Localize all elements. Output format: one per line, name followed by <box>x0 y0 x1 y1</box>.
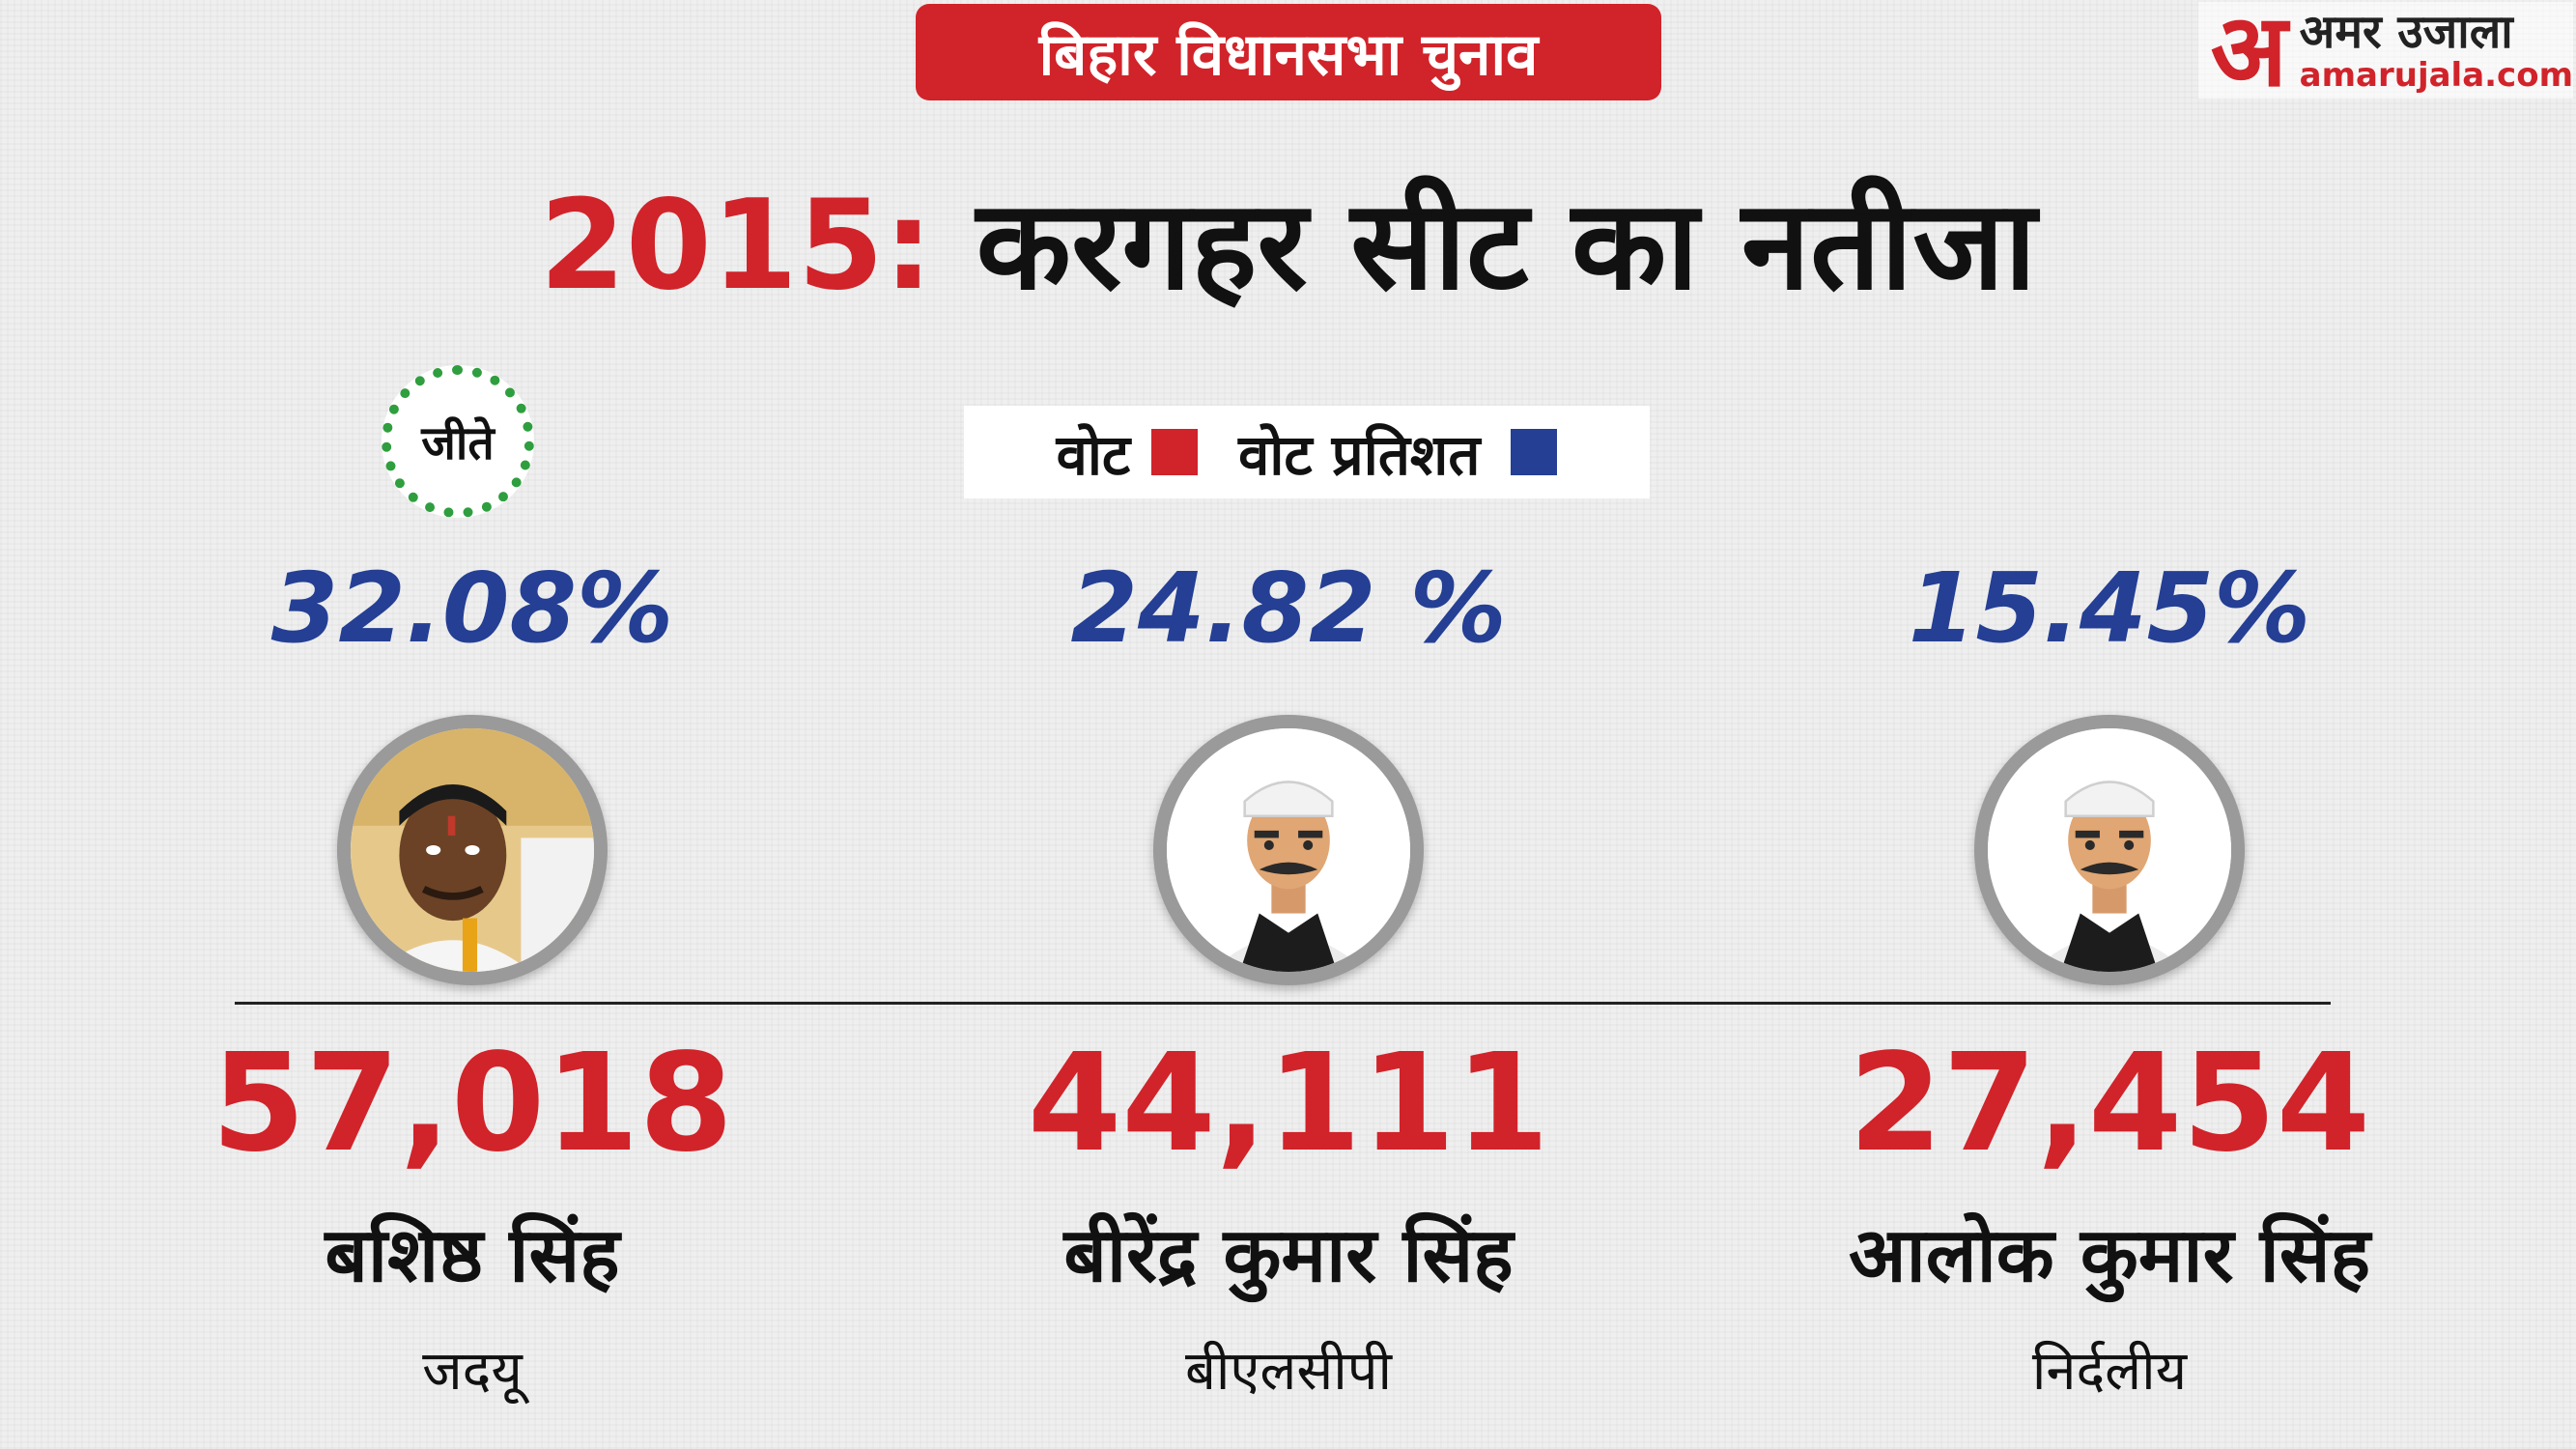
candidate-name: आलोक कुमार सिंह <box>1848 1212 2371 1299</box>
politician-cartoon-icon <box>1974 715 2245 985</box>
legend: वोट वोट प्रतिशत <box>964 406 1650 498</box>
legend-percent-swatch <box>1511 429 1558 475</box>
vote-count: 27,454 <box>1848 1025 2371 1182</box>
divider-line <box>235 1002 2331 1005</box>
politician-cartoon-icon <box>1153 715 1424 985</box>
amarujala-logo[interactable]: अ अमर उजाला amarujala.com <box>2198 0 2573 109</box>
title-year: 2015: <box>539 174 934 318</box>
logo-mark: अ <box>2210 0 2288 109</box>
candidate-name: बीरेंद्र कुमार सिंह <box>1063 1212 1514 1299</box>
party-name: निर्दलीय <box>2031 1340 2188 1403</box>
legend-votes-label: वोट <box>1056 421 1131 488</box>
party-name: बीएलसीपी <box>1184 1340 1393 1403</box>
vote-percent: 32.08% <box>270 552 674 665</box>
legend-votes-swatch <box>1151 429 1199 475</box>
candidate-photo <box>337 715 608 985</box>
candidate-name: बशिष्ठ सिंह <box>325 1212 620 1299</box>
vote-percent: 15.45% <box>1908 552 2311 665</box>
page-title: 2015: करगहर सीट का नतीजा <box>0 174 2576 319</box>
winner-stamp: जीते <box>382 365 534 518</box>
vote-count: 57,018 <box>211 1025 734 1182</box>
party-name: जदयू <box>422 1340 523 1403</box>
logo-url-text: amarujala.com <box>2299 56 2573 95</box>
vote-count: 44,111 <box>1027 1025 1550 1182</box>
election-tag: बिहार विधानसभा चुनाव <box>916 4 1661 100</box>
legend-percent-label: वोट प्रतिशत <box>1238 421 1481 488</box>
logo-hindi-text: अमर उजाला <box>2299 5 2513 59</box>
vote-percent: 24.82 % <box>1070 552 1507 665</box>
title-text: करगहर सीट का नतीजा <box>976 174 2037 318</box>
